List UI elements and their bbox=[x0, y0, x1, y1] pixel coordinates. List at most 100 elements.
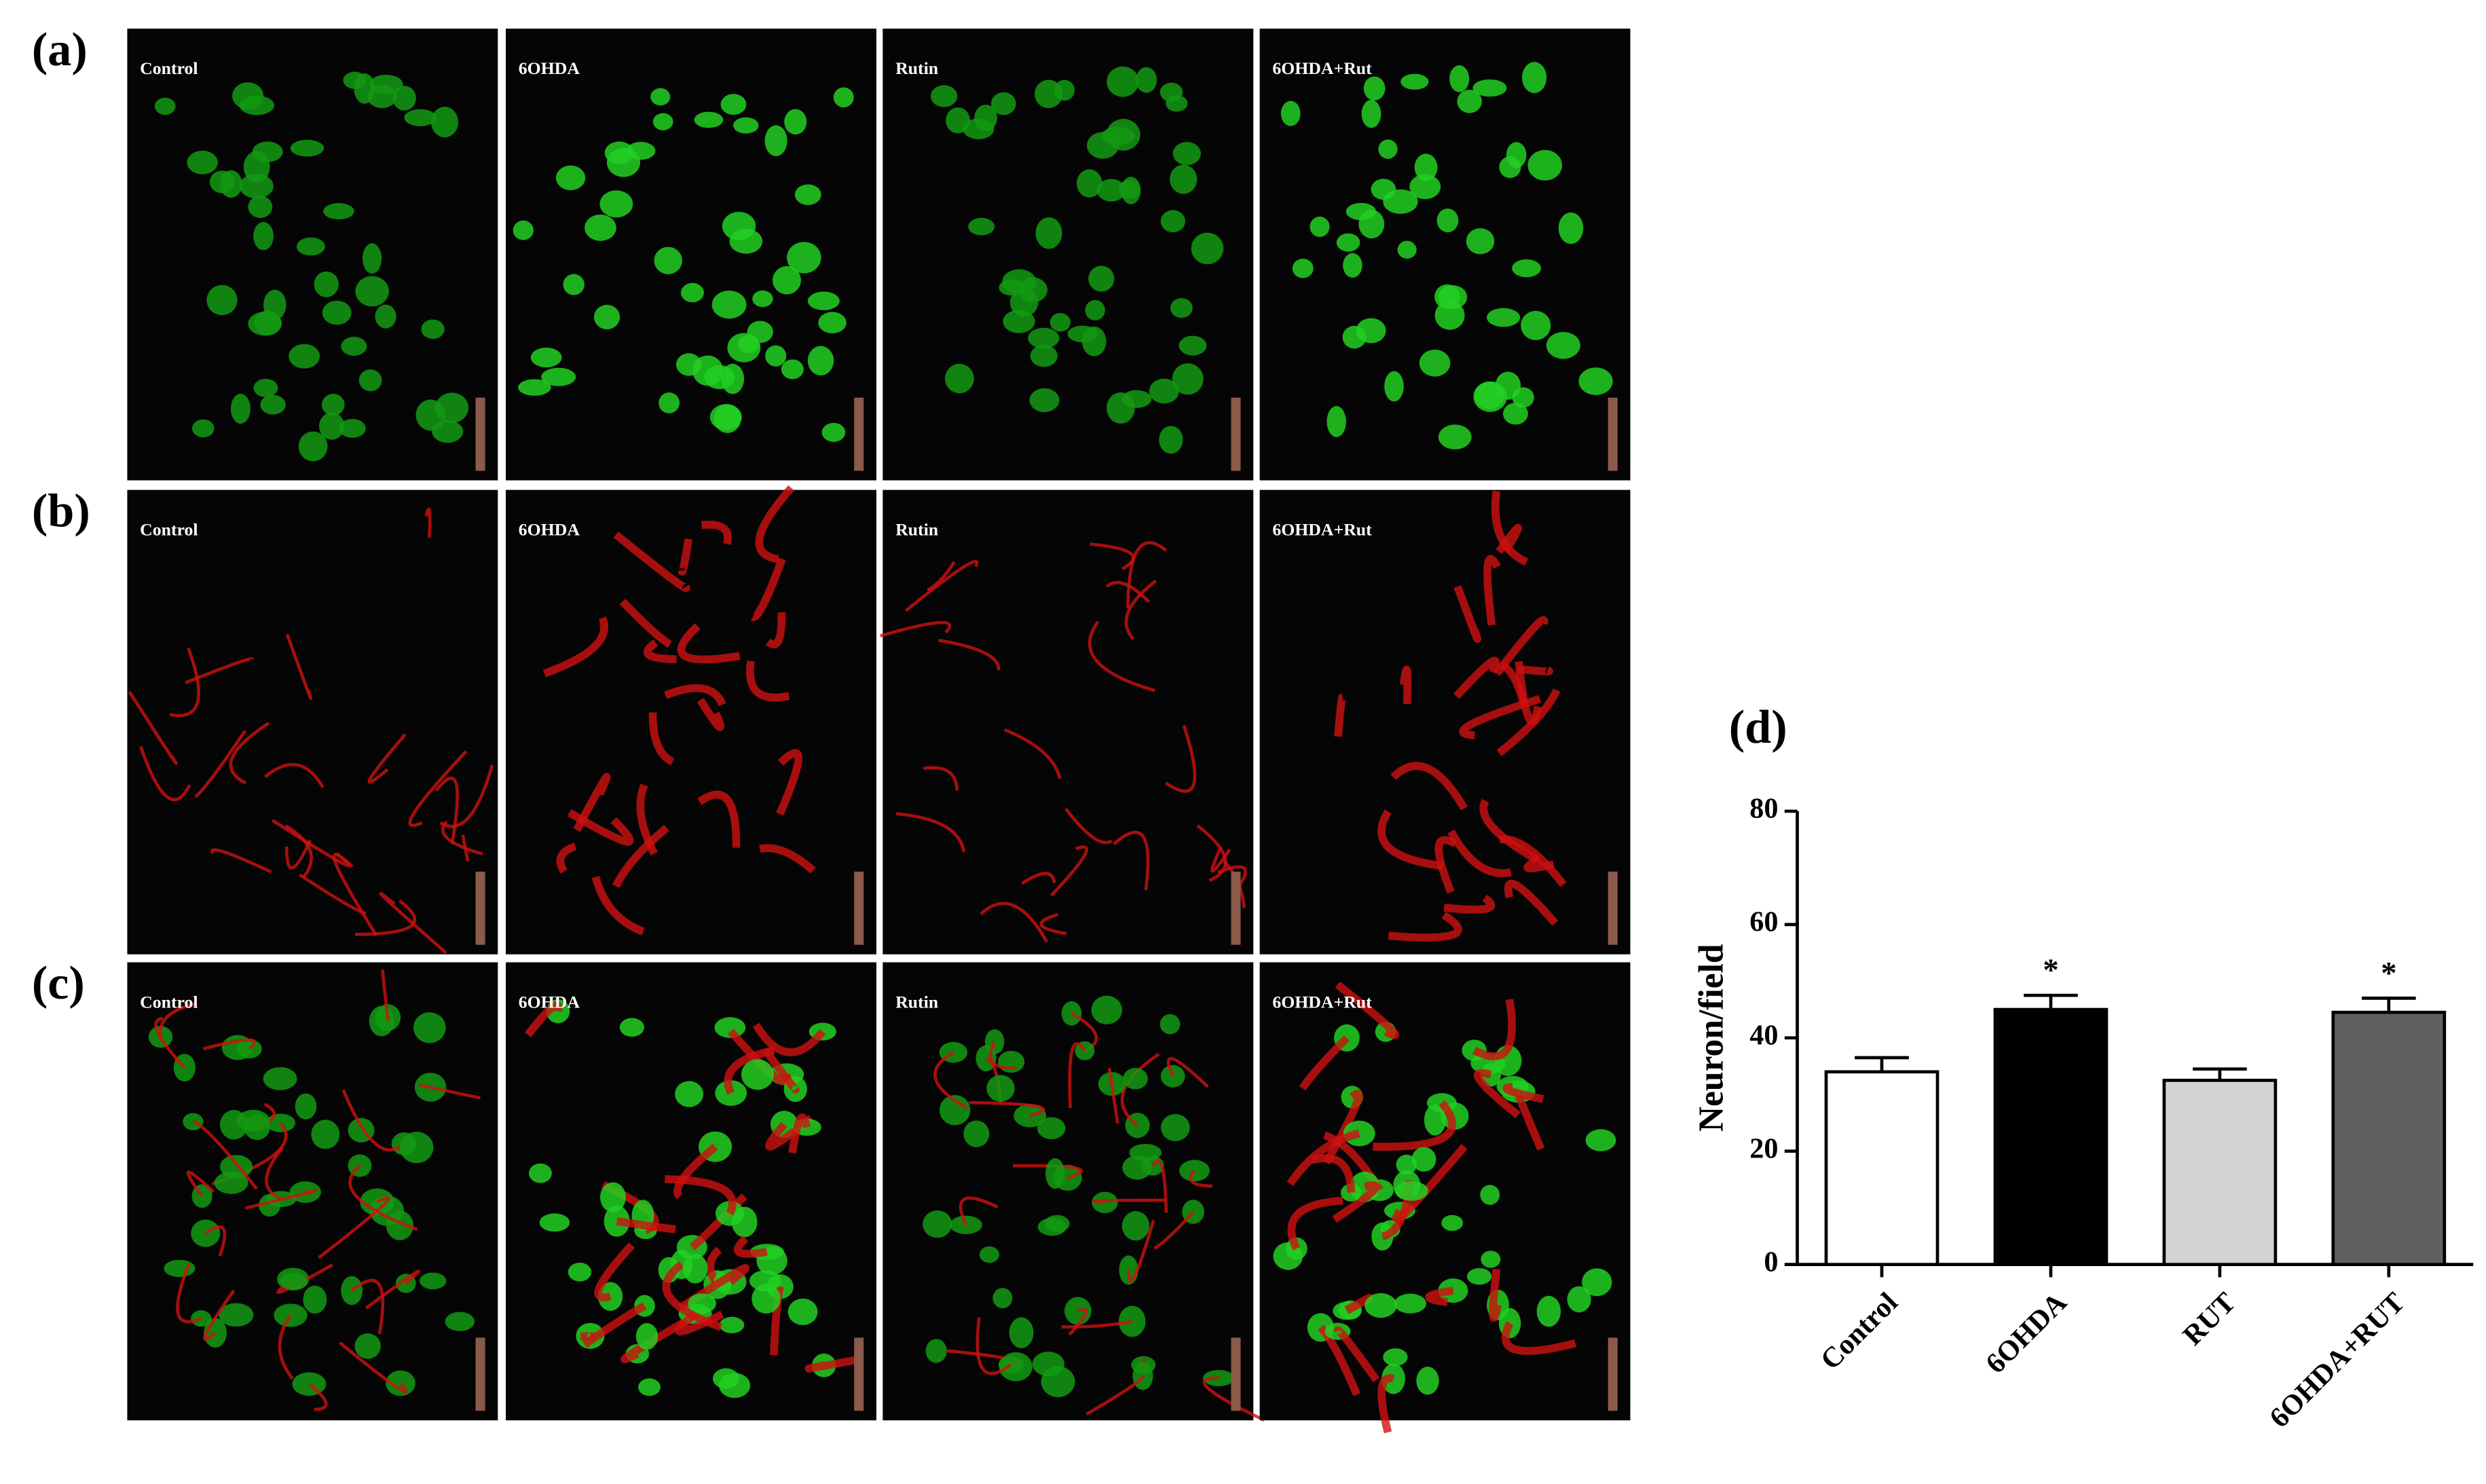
bar bbox=[1993, 1007, 2109, 1266]
cell bbox=[1159, 426, 1183, 454]
cell bbox=[1280, 100, 1301, 126]
cell bbox=[1411, 1147, 1436, 1172]
fiber bbox=[318, 1195, 391, 1259]
micrograph bbox=[127, 489, 498, 954]
fiber bbox=[697, 697, 724, 731]
fiber bbox=[176, 1263, 202, 1324]
cell bbox=[1474, 382, 1504, 409]
image-label: Rutin bbox=[895, 58, 938, 78]
scale-bar bbox=[854, 1337, 864, 1411]
cell bbox=[682, 1253, 708, 1284]
fiber bbox=[341, 1089, 405, 1152]
cell bbox=[1122, 1155, 1152, 1180]
cell bbox=[355, 276, 389, 307]
cell bbox=[650, 88, 671, 106]
fiber bbox=[1064, 807, 1113, 845]
cell bbox=[1400, 73, 1429, 90]
cell bbox=[253, 378, 278, 397]
cell bbox=[322, 300, 352, 325]
cell bbox=[979, 1246, 1000, 1263]
fiber bbox=[1120, 1052, 1160, 1127]
cell bbox=[248, 196, 273, 218]
panel-label: (a) bbox=[32, 23, 88, 76]
fiber bbox=[612, 825, 669, 889]
cell bbox=[360, 1188, 394, 1216]
significance-mark: * bbox=[2381, 955, 2396, 990]
cell bbox=[1101, 126, 1135, 145]
scale-bar bbox=[1231, 1337, 1241, 1411]
fiber bbox=[582, 1302, 647, 1348]
cell bbox=[1438, 424, 1472, 449]
image-label: 6OHDA bbox=[519, 58, 580, 78]
cell bbox=[764, 125, 787, 157]
fiber bbox=[613, 531, 690, 592]
cell bbox=[1076, 169, 1102, 198]
cell bbox=[354, 1333, 381, 1359]
fiber bbox=[976, 1317, 1012, 1375]
cell bbox=[232, 82, 264, 110]
cell bbox=[1045, 1158, 1065, 1189]
cell bbox=[1378, 139, 1398, 159]
fiber bbox=[408, 750, 468, 828]
cell bbox=[392, 86, 416, 111]
fiber bbox=[1479, 798, 1540, 864]
cell bbox=[1395, 1181, 1428, 1201]
cell bbox=[298, 431, 328, 462]
scale-bar bbox=[1608, 1337, 1618, 1411]
cell bbox=[930, 85, 958, 107]
cell bbox=[968, 217, 995, 236]
cell bbox=[321, 393, 345, 416]
fiber bbox=[1489, 1268, 1502, 1322]
cell bbox=[296, 237, 325, 256]
fiber bbox=[1061, 1320, 1133, 1329]
fiber bbox=[980, 902, 1049, 943]
cell bbox=[192, 419, 215, 438]
fiber bbox=[556, 842, 577, 874]
fiber bbox=[594, 1242, 635, 1301]
cell bbox=[1522, 62, 1547, 94]
cell bbox=[784, 109, 807, 135]
fiber bbox=[636, 783, 658, 856]
cell bbox=[733, 117, 759, 134]
fiber bbox=[573, 773, 611, 832]
fiber bbox=[271, 819, 351, 868]
cell bbox=[354, 73, 375, 104]
cell bbox=[154, 97, 176, 115]
fiber bbox=[904, 559, 979, 612]
cell bbox=[323, 203, 354, 220]
cell bbox=[939, 1095, 971, 1126]
fiber bbox=[1286, 1129, 1360, 1187]
cell bbox=[1356, 318, 1386, 344]
fiber bbox=[192, 1119, 258, 1190]
cell bbox=[230, 394, 251, 424]
fiber bbox=[185, 656, 254, 684]
cell bbox=[737, 335, 760, 354]
cell bbox=[1582, 1268, 1612, 1297]
cell bbox=[206, 284, 238, 316]
y-tick-label: 0 bbox=[1764, 1246, 1778, 1278]
fiber bbox=[933, 1051, 968, 1109]
fiber bbox=[1502, 1082, 1544, 1103]
fiber bbox=[461, 834, 470, 862]
cell bbox=[539, 1213, 570, 1232]
fiber bbox=[1377, 809, 1443, 870]
fiber bbox=[1217, 865, 1247, 887]
cell bbox=[164, 1259, 196, 1278]
cell bbox=[1383, 1348, 1408, 1367]
cell bbox=[375, 304, 396, 329]
fiber bbox=[194, 729, 247, 798]
cell bbox=[1041, 1366, 1075, 1398]
image-label: Control bbox=[140, 992, 198, 1012]
cell bbox=[1170, 298, 1193, 318]
cell bbox=[1578, 367, 1613, 395]
panel-label: (b) bbox=[32, 484, 90, 537]
cell bbox=[513, 220, 534, 240]
fiber bbox=[1491, 490, 1529, 566]
fiber bbox=[755, 485, 794, 563]
cell bbox=[280, 1272, 308, 1290]
cell bbox=[1546, 331, 1580, 359]
cell bbox=[990, 92, 1016, 115]
fiber bbox=[734, 1236, 768, 1258]
cell bbox=[787, 242, 821, 274]
